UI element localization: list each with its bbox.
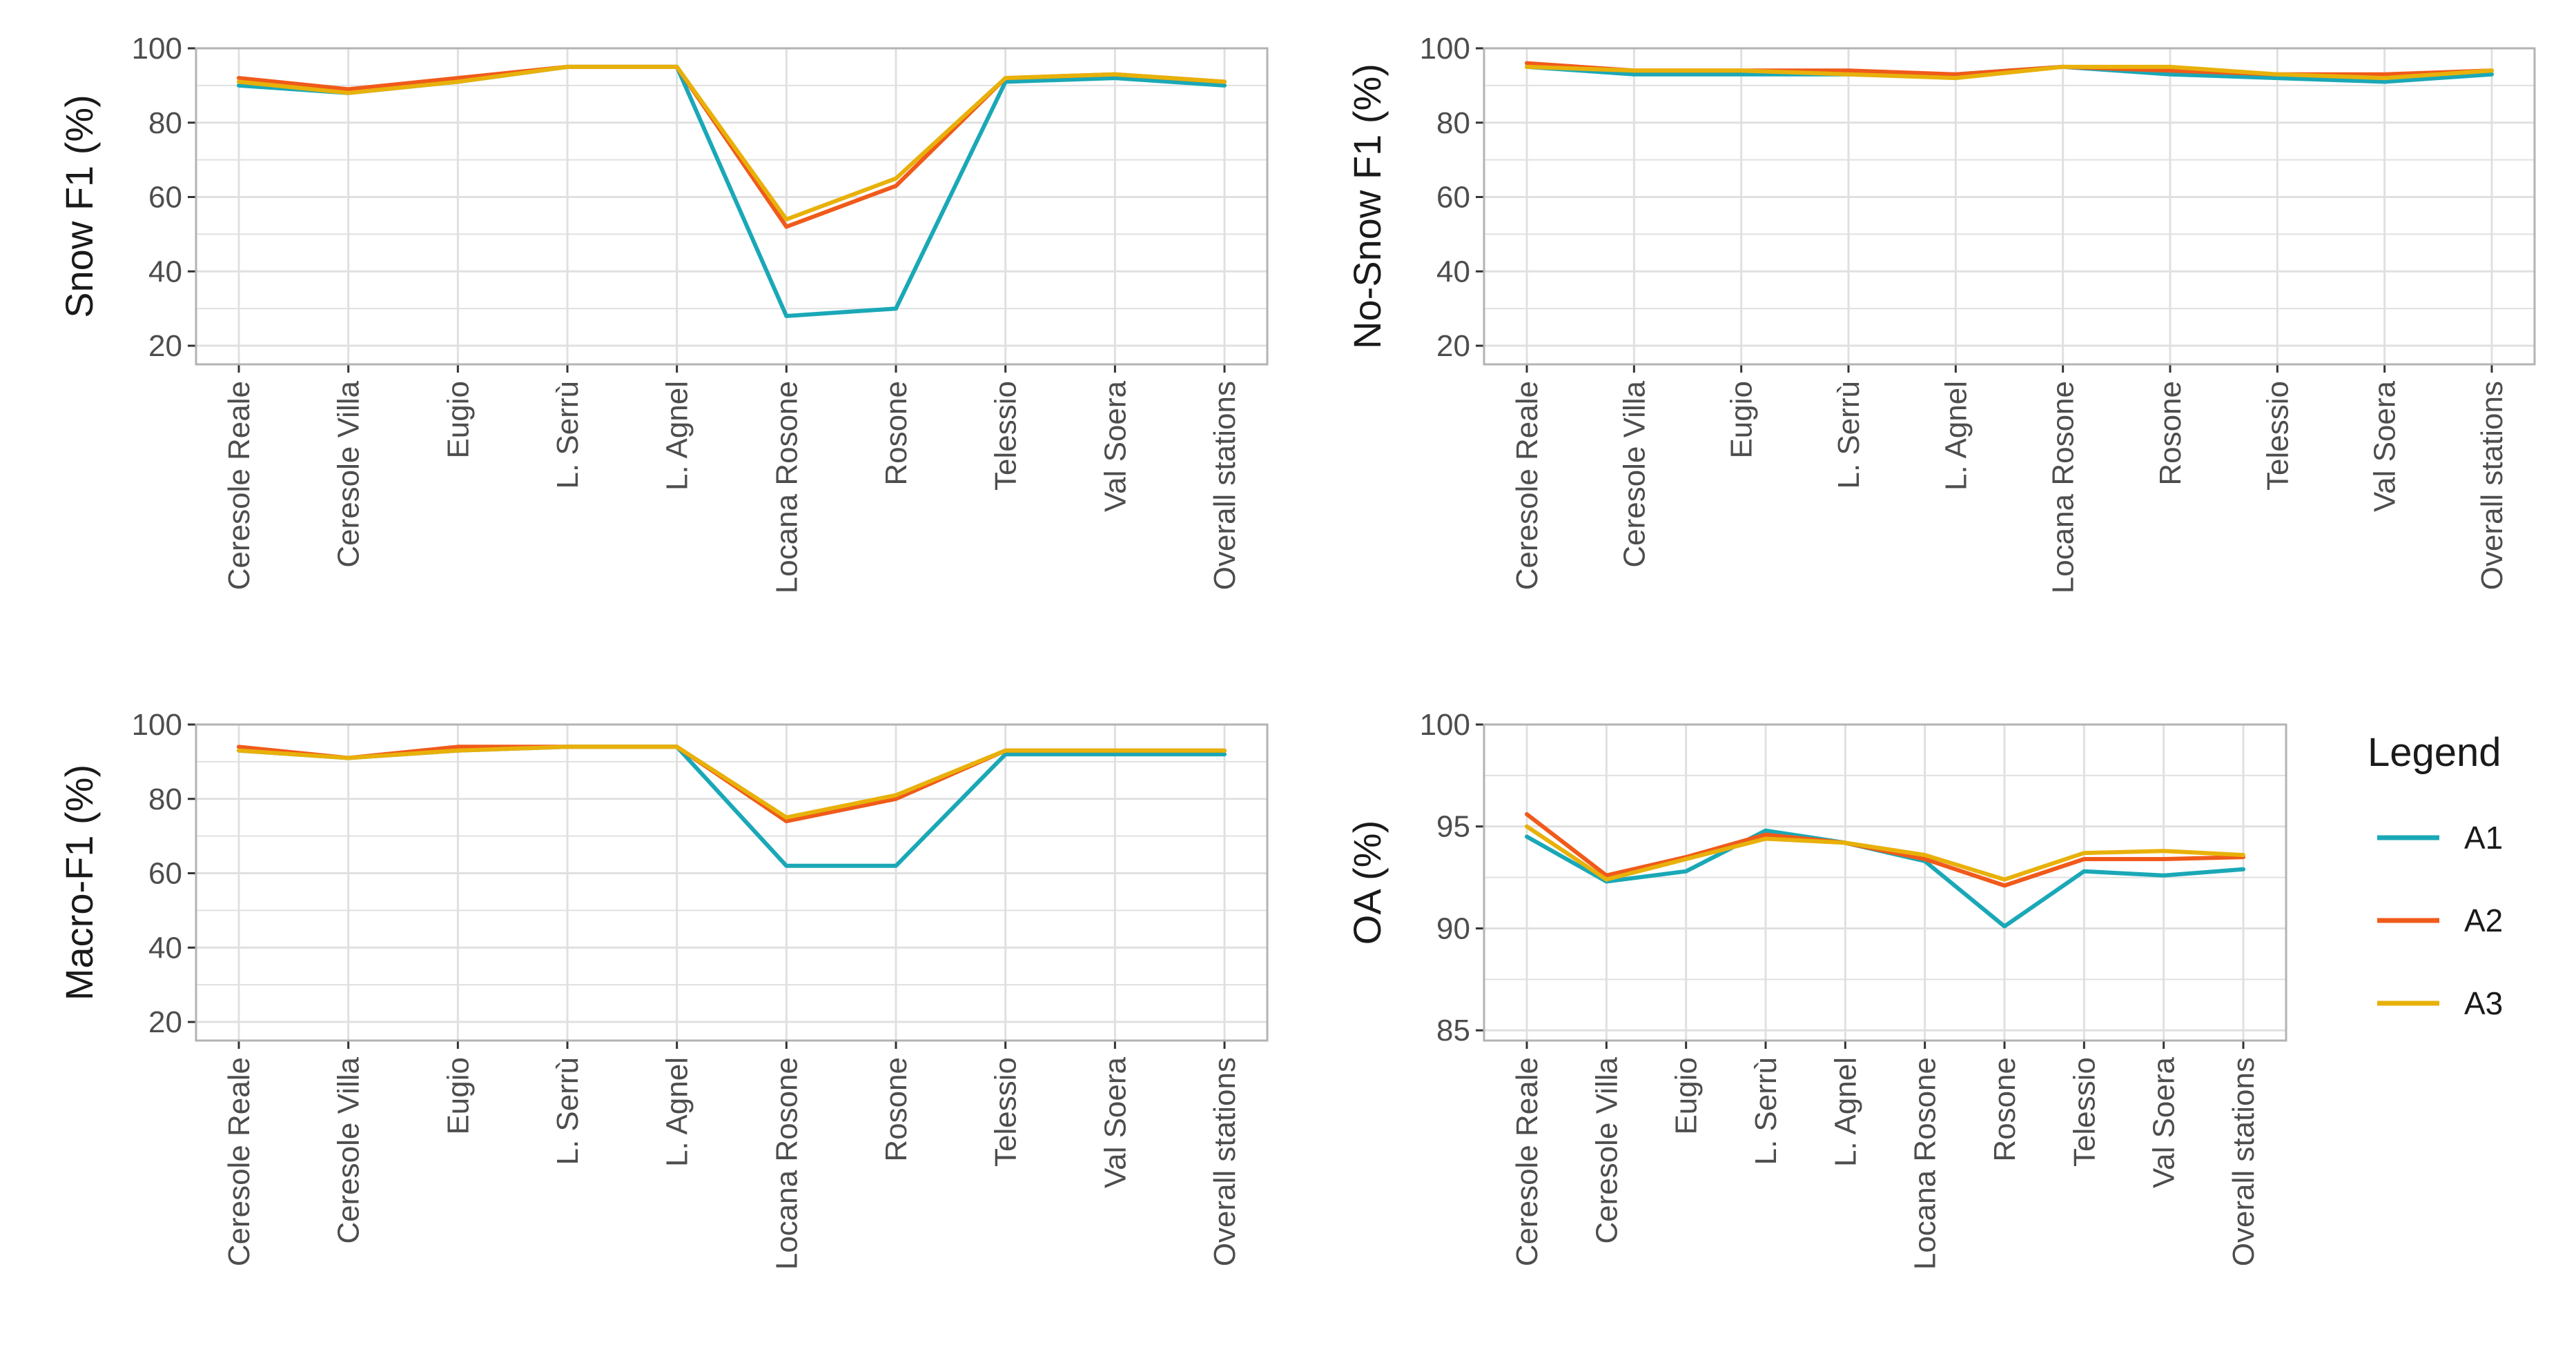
legend-label-a2: A2: [2464, 903, 2503, 938]
x-tick-label-ceresole-villa: Ceresole Villa: [332, 380, 366, 567]
plot-area: [1484, 725, 2286, 1041]
series-line-a3: [237, 64, 1227, 221]
chart-legend: Legend A1 A2 A3: [2368, 730, 2503, 1021]
x-tick-label-l-agnel: L. Agnel: [661, 381, 694, 491]
legend-item-a2: A2: [2377, 903, 2503, 938]
legend-item-a3: A3: [2377, 985, 2503, 1021]
chart-panels: 20 40 60 80 100 Ceresole Reale Ceresole Villa E…: [57, 32, 2536, 1270]
y-tick-label: 95: [1436, 810, 1470, 844]
x-tick-label-rosone: Rosone: [1988, 1057, 2022, 1162]
x-tick-label-l-agnel: L. Agnel: [661, 1057, 694, 1167]
y-axis-title: Macro-F1 (%): [57, 765, 101, 1001]
chart-panel-3: 20 40 60 80 100 Ceresole Reale Ceresole Villa E…: [57, 708, 1269, 1270]
y-tick-label: 60: [1436, 181, 1470, 215]
y-tick-label: 60: [148, 181, 182, 215]
x-tick-label-val-soera: Val Soera: [2368, 380, 2402, 511]
x-tick-label-l-serr: L. Serrù: [551, 1057, 585, 1165]
y-tick-label: 85: [1436, 1014, 1470, 1047]
x-tick-label-telessio: Telessio: [989, 1057, 1023, 1167]
x-tick-label-l-serr: L. Serrù: [1832, 381, 1866, 489]
x-tick-label-l-serr: L. Serrù: [551, 381, 585, 489]
x-tick-label-rosone: Rosone: [879, 1057, 913, 1162]
y-tick-label: 100: [132, 32, 182, 66]
x-tick-label-eugio: Eugio: [441, 381, 475, 459]
y-tick-label: 100: [132, 708, 182, 742]
panel-border: [1483, 47, 2536, 366]
series-line-a3: [1525, 824, 2245, 882]
chart-panel-2: 20 40 60 80 100 Ceresole Reale Ceresole Villa E…: [1345, 32, 2536, 593]
legend-title: Legend: [2368, 730, 2501, 775]
y-tick-label: 20: [148, 329, 182, 363]
x-tick-label-rosone: Rosone: [2154, 381, 2187, 486]
plot-area: [1484, 48, 2535, 364]
panel-border: [195, 47, 1269, 366]
y-tick-label: 40: [1436, 255, 1470, 288]
x-tick-label-ceresole-reale: Ceresole Reale: [1510, 381, 1544, 590]
x-tick-label-overall-stations: Overall stations: [1208, 381, 1242, 590]
x-tick-label-locana-rosone: Locana Rosone: [770, 1057, 803, 1270]
x-tick-label-overall-stations: Overall stations: [2475, 381, 2509, 590]
chart-panel-4: 85 90 95 100 Ceresole Reale Ceresole Villa Eug…: [1345, 708, 2287, 1270]
y-tick-label: 80: [1436, 106, 1470, 140]
panel-border: [1483, 723, 2287, 1042]
x-tick-label-l-agnel: L. Agnel: [1828, 1057, 1862, 1167]
x-tick-label-telessio: Telessio: [989, 381, 1023, 491]
x-tick-label-val-soera: Val Soera: [2147, 1056, 2181, 1188]
y-axis-title: No-Snow F1 (%): [1345, 63, 1389, 349]
x-tick-label-locana-rosone: Locana Rosone: [2047, 381, 2080, 593]
y-tick-label: 60: [148, 857, 182, 891]
legend-label-a3: A3: [2464, 985, 2503, 1021]
x-tick-label-eugio: Eugio: [441, 1057, 475, 1135]
y-tick-label: 40: [148, 931, 182, 965]
x-tick-label-val-soera: Val Soera: [1098, 380, 1132, 511]
series-line-a3: [237, 745, 1227, 820]
x-tick-label-eugio: Eugio: [1725, 381, 1759, 459]
x-tick-label-overall-stations: Overall stations: [1208, 1057, 1242, 1266]
y-axis-title: OA (%): [1345, 820, 1389, 945]
x-tick-label-telessio: Telessio: [2261, 381, 2294, 491]
x-tick-label-ceresole-villa: Ceresole Villa: [1617, 380, 1651, 567]
y-tick-label: 80: [148, 782, 182, 816]
y-axis-title: Snow F1 (%): [57, 95, 101, 318]
x-tick-label-eugio: Eugio: [1670, 1057, 1704, 1135]
x-tick-label-val-soera: Val Soera: [1098, 1056, 1132, 1188]
y-tick-label: 100: [1420, 32, 1470, 66]
y-tick-label: 20: [148, 1005, 182, 1039]
y-tick-label: 90: [1436, 912, 1470, 945]
legend-item-a1: A1: [2377, 820, 2503, 856]
series-line-a3: [1525, 64, 2494, 81]
x-tick-label-l-agnel: L. Agnel: [1939, 381, 1973, 491]
x-tick-label-locana-rosone: Locana Rosone: [770, 381, 803, 593]
panel-border: [195, 723, 1269, 1042]
plot-area: [196, 48, 1267, 364]
x-tick-label-ceresole-reale: Ceresole Reale: [222, 381, 256, 590]
y-tick-label: 100: [1420, 708, 1470, 742]
x-tick-label-telessio: Telessio: [2067, 1057, 2101, 1167]
x-tick-label-ceresole-reale: Ceresole Reale: [222, 1057, 256, 1266]
x-tick-label-l-serr: L. Serrù: [1749, 1057, 1783, 1165]
y-tick-label: 40: [148, 255, 182, 288]
x-tick-label-ceresole-reale: Ceresole Reale: [1510, 1057, 1544, 1266]
chart-panel-1: 20 40 60 80 100 Ceresole Reale Ceresole Villa E…: [57, 32, 1269, 593]
legend-label-a1: A1: [2464, 820, 2503, 856]
y-tick-label: 20: [1436, 329, 1470, 363]
x-tick-label-locana-rosone: Locana Rosone: [1909, 1057, 1942, 1270]
plot-area: [196, 725, 1267, 1041]
x-tick-label-overall-stations: Overall stations: [2227, 1057, 2261, 1266]
x-tick-label-ceresole-villa: Ceresole Villa: [332, 1056, 366, 1243]
x-tick-label-rosone: Rosone: [879, 381, 913, 486]
x-tick-label-ceresole-villa: Ceresole Villa: [1590, 1056, 1623, 1243]
y-tick-label: 80: [148, 106, 182, 140]
